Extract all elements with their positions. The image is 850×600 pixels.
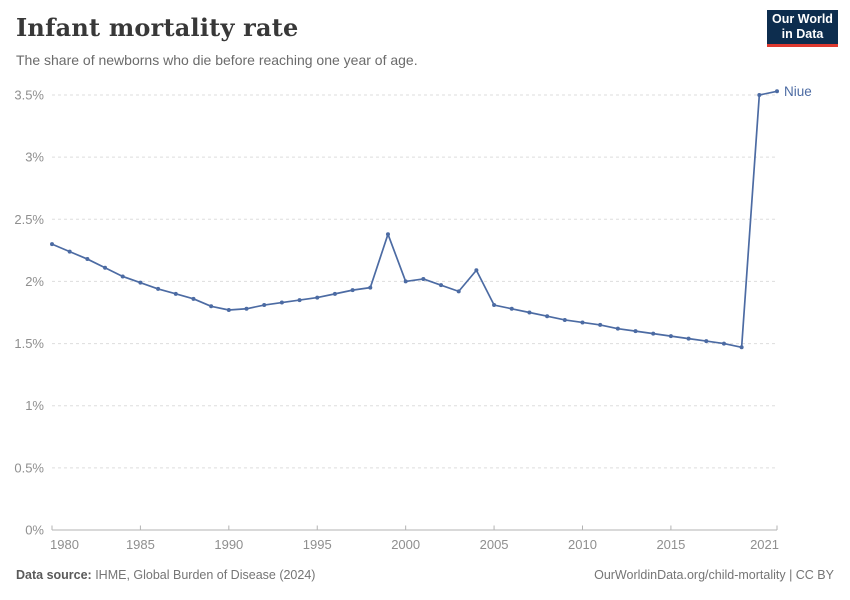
data-point[interactable] bbox=[350, 288, 355, 293]
owid-logo-line2: in Data bbox=[781, 27, 824, 41]
data-point[interactable] bbox=[492, 303, 497, 308]
y-axis-tick-label: 2% bbox=[25, 274, 44, 289]
data-point[interactable] bbox=[668, 334, 673, 339]
data-source-label: Data source: bbox=[16, 568, 92, 582]
data-point[interactable] bbox=[103, 265, 108, 270]
data-point[interactable] bbox=[85, 257, 90, 262]
data-point[interactable] bbox=[439, 283, 444, 288]
y-axis-tick-label: 0% bbox=[25, 523, 44, 538]
data-point[interactable] bbox=[67, 249, 72, 254]
y-axis-tick-label: 2.5% bbox=[14, 212, 44, 227]
data-point[interactable] bbox=[156, 286, 161, 291]
data-point[interactable] bbox=[421, 276, 426, 281]
data-point[interactable] bbox=[385, 232, 390, 237]
y-axis-tick-label: 3% bbox=[25, 150, 44, 165]
data-point[interactable] bbox=[315, 295, 320, 300]
data-point[interactable] bbox=[191, 296, 196, 301]
data-point[interactable] bbox=[173, 291, 178, 296]
data-source-note: Data source: IHME, Global Burden of Dise… bbox=[16, 568, 315, 582]
x-axis-tick-label: 1990 bbox=[214, 537, 243, 552]
data-point[interactable] bbox=[297, 298, 302, 303]
data-point[interactable] bbox=[651, 331, 656, 336]
data-point[interactable] bbox=[279, 300, 284, 305]
data-point[interactable] bbox=[226, 308, 231, 313]
series-entity-label[interactable]: Niue bbox=[784, 84, 812, 99]
data-point[interactable] bbox=[456, 289, 461, 294]
data-source-text: IHME, Global Burden of Disease (2024) bbox=[91, 568, 316, 582]
data-point[interactable] bbox=[545, 314, 550, 319]
owid-logo[interactable]: Our World in Data bbox=[767, 10, 838, 47]
data-point[interactable] bbox=[120, 274, 125, 279]
data-point[interactable] bbox=[562, 317, 567, 322]
x-axis-tick-label: 1980 bbox=[50, 537, 79, 552]
x-axis-tick-label: 2005 bbox=[480, 537, 509, 552]
x-axis-tick-label: 1995 bbox=[303, 537, 332, 552]
y-axis-tick-label: 3.5% bbox=[14, 88, 44, 103]
owid-logo-line1: Our World bbox=[772, 12, 833, 26]
data-point[interactable] bbox=[474, 268, 479, 273]
data-point[interactable] bbox=[262, 303, 267, 308]
data-point[interactable] bbox=[598, 322, 603, 327]
data-point[interactable] bbox=[209, 304, 214, 309]
data-point[interactable] bbox=[368, 285, 373, 290]
data-point[interactable] bbox=[757, 93, 762, 97]
y-axis-tick-label: 0.5% bbox=[14, 460, 44, 475]
data-point[interactable] bbox=[704, 339, 709, 344]
data-point[interactable] bbox=[244, 306, 249, 311]
x-axis-tick-label: 2015 bbox=[656, 537, 685, 552]
data-point[interactable] bbox=[527, 310, 532, 315]
footer-link[interactable]: OurWorldinData.org/child-mortality | CC … bbox=[594, 568, 834, 582]
y-axis-tick-label: 1.5% bbox=[14, 336, 44, 351]
data-point[interactable] bbox=[615, 326, 620, 331]
chart-subtitle: The share of newborns who die before rea… bbox=[16, 52, 418, 68]
data-point[interactable] bbox=[138, 280, 143, 285]
data-point[interactable] bbox=[332, 291, 337, 296]
x-axis-tick-label: 2021 bbox=[750, 537, 779, 552]
chart-footer: Data source: IHME, Global Burden of Dise… bbox=[16, 568, 834, 582]
x-axis-tick-label: 2010 bbox=[568, 537, 597, 552]
y-axis-tick-label: 1% bbox=[25, 398, 44, 413]
data-point[interactable] bbox=[403, 279, 408, 284]
data-point[interactable] bbox=[739, 345, 744, 350]
data-point[interactable] bbox=[721, 341, 726, 346]
data-point[interactable] bbox=[775, 89, 779, 94]
x-axis-tick-label: 1985 bbox=[126, 537, 155, 552]
data-point[interactable] bbox=[633, 329, 638, 334]
series-line-niue[interactable] bbox=[51, 90, 778, 349]
page-title: Infant mortality rate bbox=[16, 13, 299, 42]
data-point[interactable] bbox=[509, 306, 514, 311]
data-point[interactable] bbox=[686, 336, 691, 341]
x-axis-tick-label: 2000 bbox=[391, 537, 420, 552]
data-point[interactable] bbox=[50, 242, 54, 247]
data-point[interactable] bbox=[580, 320, 585, 325]
